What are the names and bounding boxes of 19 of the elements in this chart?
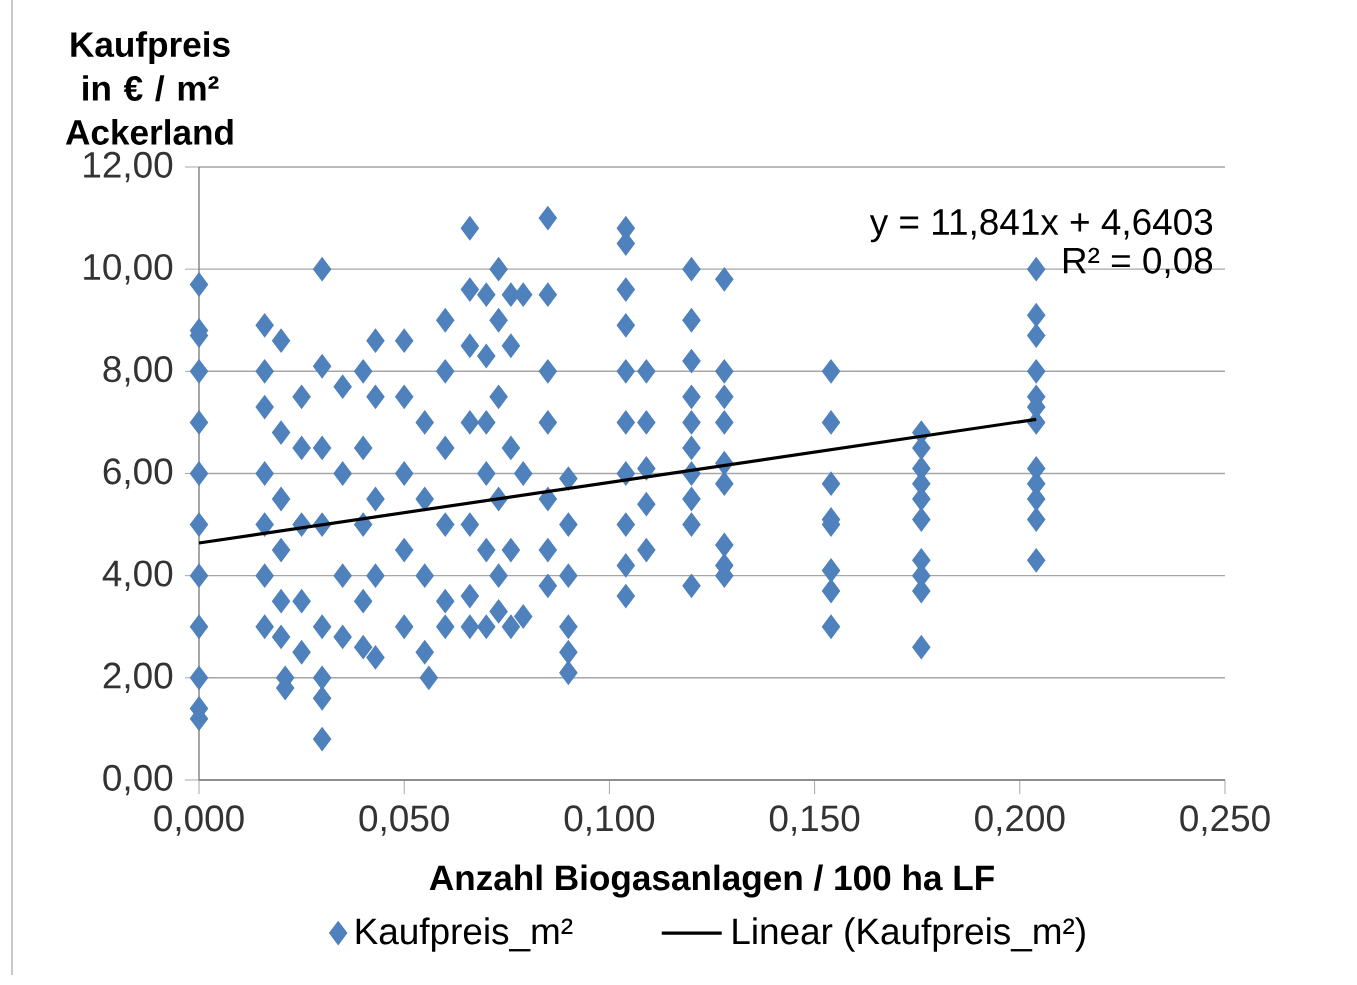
y-tick-label: 2,00 [103, 662, 173, 694]
x-tick-label: 0,000 [154, 805, 244, 836]
x-tick-label: 0,150 [769, 805, 860, 836]
legend-label: Kaufpreis_m² [356, 917, 573, 952]
y-tick-label: 6,00 [103, 458, 173, 489]
x-tick-label: 0,200 [975, 805, 1065, 836]
annotation: y = 11,841x + 4,6403 [869, 208, 1213, 243]
y-tick-label: 0,00 [103, 764, 173, 796]
y-tick-label: 8,00 [103, 356, 173, 387]
y-tick-label: 4,00 [102, 560, 173, 591]
x-tick-label: 0,100 [564, 805, 655, 836]
x-tick-label: 0,050 [359, 805, 449, 836]
y-tick-label: 10,00 [84, 253, 173, 285]
y-axis-title: Kaufpreis in € / m² Ackerland [65, 31, 233, 145]
annotation: R² = 0,08 [1063, 247, 1213, 279]
legend-label: Linear (Kaufpreis_m²) [733, 917, 1085, 952]
x-tick-label: 0,250 [1180, 805, 1270, 836]
x-axis-title: Anzahl Biogasanlagen / 100 ha LF [429, 864, 994, 898]
y-tick-label: 12,00 [84, 151, 173, 183]
